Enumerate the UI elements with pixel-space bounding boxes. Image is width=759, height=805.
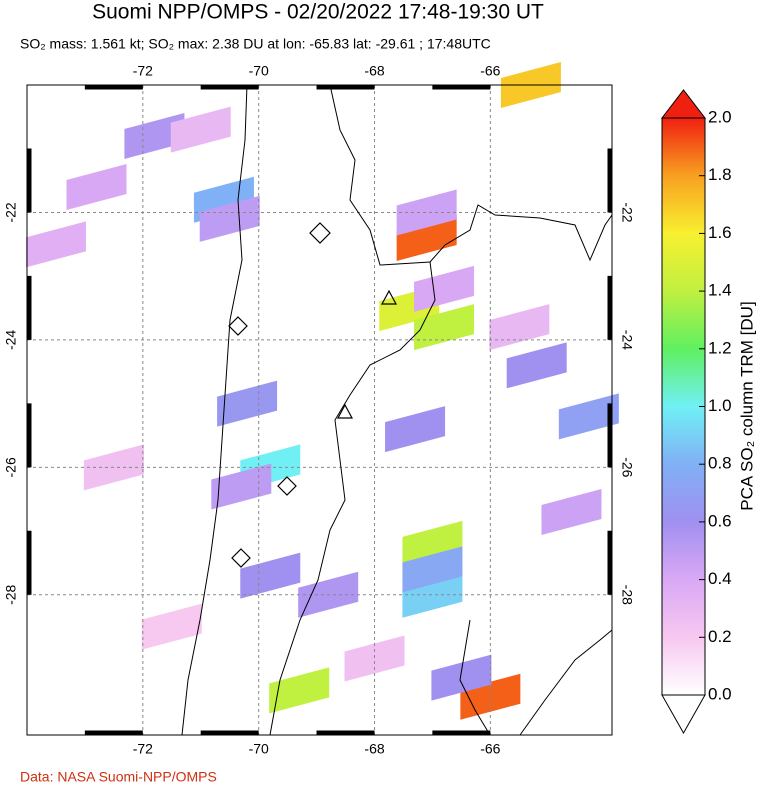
- y-tick-label: -22: [3, 202, 19, 222]
- grid: [26, 84, 613, 736]
- so2-pixel: [541, 488, 602, 535]
- so2-pixel: [217, 380, 278, 427]
- colorbar-tick-label: 2.0: [708, 107, 732, 126]
- so2-pixel: [558, 393, 619, 440]
- x-tick-label: -66: [480, 741, 500, 757]
- x-tick-label: -68: [364, 63, 384, 79]
- y-tick-label: -28: [619, 585, 635, 605]
- y-tick-label: -26: [3, 457, 19, 477]
- so2-pixel: [414, 265, 475, 312]
- y-tick-label: -28: [3, 584, 19, 604]
- volcano-markers: [228, 222, 398, 568]
- colorbar-tick-label: 1.4: [708, 281, 732, 300]
- colorbar-bottom: [661, 694, 706, 735]
- colorbar-body: [661, 117, 706, 696]
- x-tick-label: -72: [133, 741, 153, 757]
- so2-pixel: [269, 667, 330, 714]
- so2-pixel: [211, 463, 272, 510]
- so2-pixel: [170, 106, 231, 153]
- x-tick-label: -68: [364, 741, 384, 757]
- map-frame: [26, 84, 613, 736]
- colorbar: 0.0 0.2 0.4 0.6 0.8 1.0 1.2 1.4 1.6 1.8 2.0: [660, 89, 732, 735]
- colorbar-tick-label: 1.2: [708, 338, 732, 357]
- colorbar-top: [660, 89, 707, 119]
- so2-pixel: [431, 654, 492, 701]
- colorbar-tick-label: 0.6: [708, 511, 732, 530]
- so2-pixel: [506, 342, 567, 389]
- so2-pixel: [402, 520, 463, 567]
- x-tick-label: -70: [249, 741, 269, 757]
- x-tick-label: -70: [249, 63, 269, 79]
- title: Suomi NPP/OMPS - 02/20/2022 17:48-19:30 …: [92, 1, 544, 24]
- y-tick-label: -24: [3, 330, 19, 350]
- x-tick-label: -72: [133, 63, 153, 79]
- y-tick-label: -26: [619, 457, 635, 477]
- so2-pixel: [489, 304, 550, 351]
- so2-pixel: [124, 112, 185, 159]
- so2-pixel: [141, 603, 202, 650]
- so2-pixel: [199, 195, 260, 242]
- colorbar-tick-label: 0.4: [708, 569, 732, 588]
- colorbar-tick-label: 0.2: [708, 627, 732, 646]
- so2-pixel: [396, 214, 457, 261]
- subtitle: SO₂ mass: 1.561 kt; SO₂ max: 2.38 DU at …: [20, 36, 491, 52]
- pixels: [25, 62, 619, 720]
- colorbar-tick-label: 1.8: [708, 165, 732, 184]
- colorbar-label: PCA SO₂ column TRM [DU]: [737, 301, 756, 510]
- so2-pixel: [25, 221, 86, 268]
- credit: Data: NASA Suomi-NPP/OMPS: [20, 769, 217, 785]
- y-tick-label: -22: [619, 202, 635, 222]
- so2-pixel: [385, 406, 446, 453]
- so2-pixel: [344, 635, 405, 682]
- so2-pixel: [460, 673, 521, 720]
- colorbar-tick-label: 1.0: [708, 396, 732, 415]
- y-tick-label: -24: [619, 330, 635, 350]
- coastlines: [181, 84, 613, 736]
- so2-pixel: [66, 163, 127, 210]
- so2-pixel: [402, 571, 463, 618]
- so2-pixel: [414, 304, 475, 351]
- so2-pixel: [402, 546, 463, 593]
- colorbar-tick-label: 1.6: [708, 223, 732, 242]
- so2-pixel: [240, 552, 301, 599]
- colorbar-tick-label: 0.0: [708, 684, 732, 703]
- x-tick-label: -66: [480, 63, 500, 79]
- colorbar-tick-label: 0.8: [708, 454, 732, 473]
- so2-pixel: [396, 189, 457, 236]
